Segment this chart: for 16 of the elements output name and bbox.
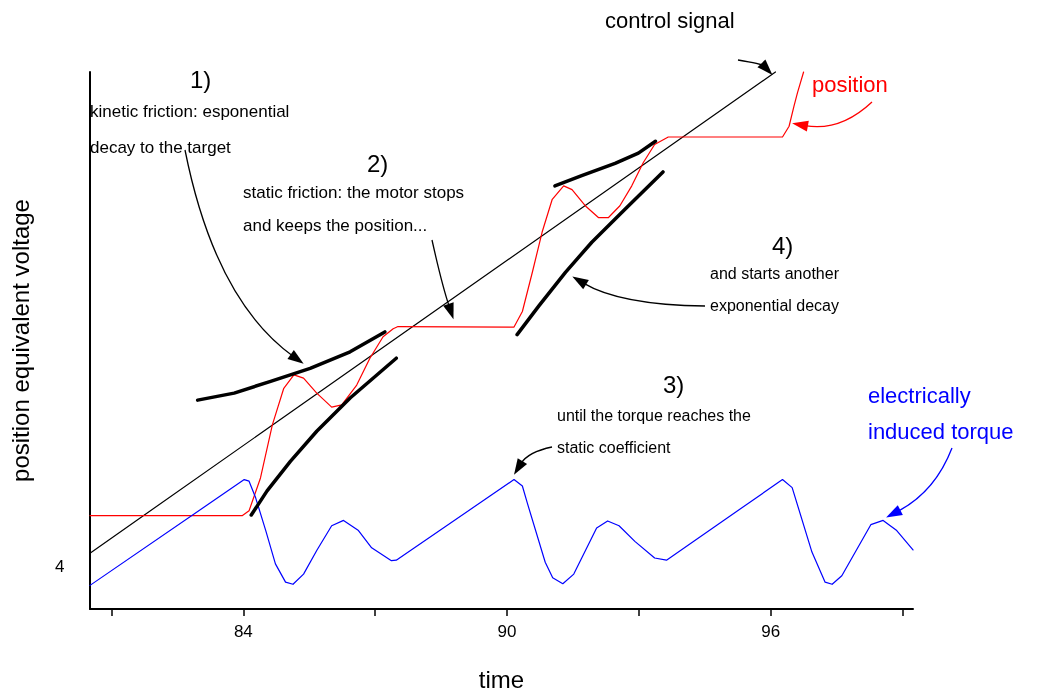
annotation: 3) xyxy=(663,371,685,399)
x-axis-title: time xyxy=(478,665,525,693)
annotation: 4) xyxy=(772,232,794,260)
annotation: static friction: the motor stops and keeps the position... xyxy=(243,182,466,237)
annotation: 2) xyxy=(367,150,389,178)
text: electrically induced torque xyxy=(868,382,1015,446)
x-tick-label: 96 xyxy=(761,622,781,641)
annotation: and starts another exponential decay xyxy=(710,264,840,316)
annotation: 1) xyxy=(190,66,212,94)
x-tick-label: 84 xyxy=(233,622,253,641)
text: 4 xyxy=(55,557,65,577)
text: control signal xyxy=(605,8,735,34)
x-tick-label: 90 xyxy=(497,622,517,641)
annotation: until the torque reaches the static coefficient xyxy=(557,406,752,458)
y-axis-title: position equivalent voltage xyxy=(6,199,34,482)
series-label: position xyxy=(812,72,888,98)
